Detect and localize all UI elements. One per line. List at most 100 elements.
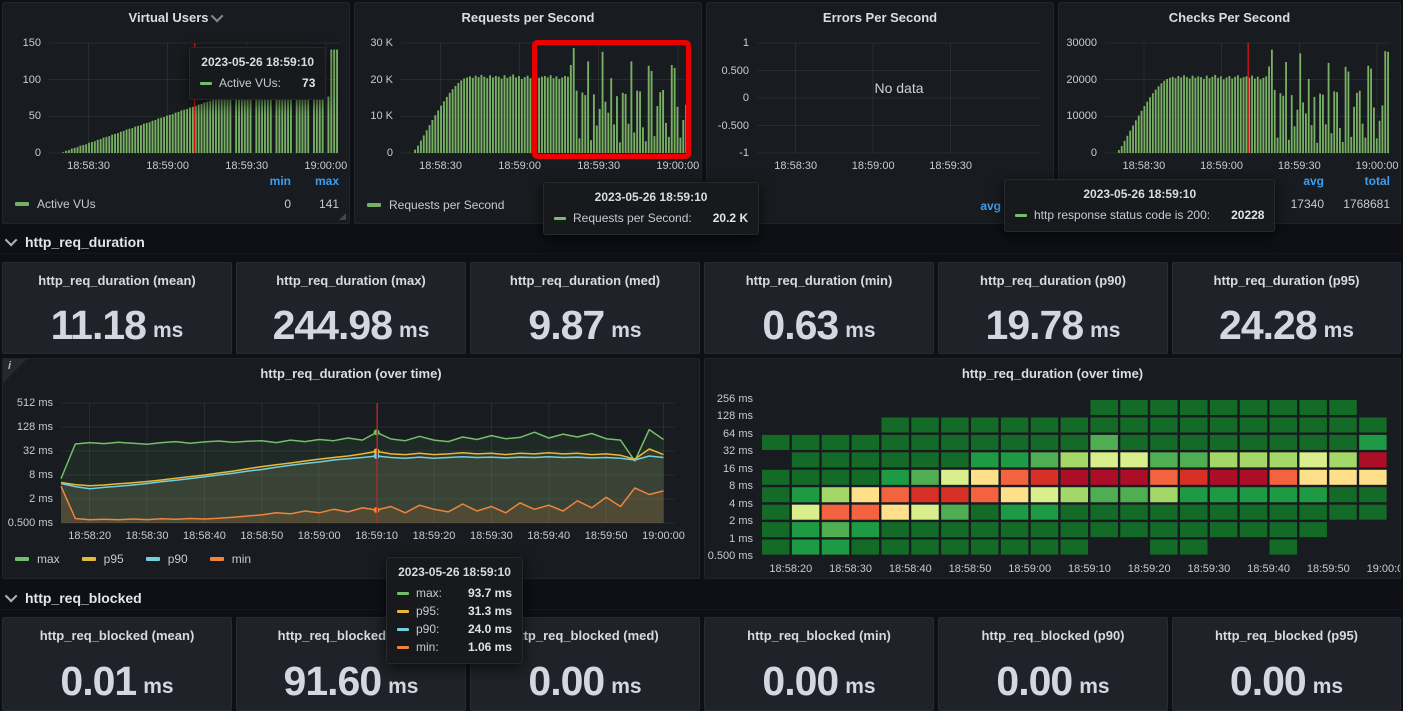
panel-info-icon[interactable]: i (3, 359, 27, 383)
panel-title-text: Checks Per Second (1168, 9, 1291, 25)
tooltip-row: Active VUs: 73 (200, 74, 315, 92)
legend-series-label: max (37, 551, 60, 566)
legend-col-header-max[interactable]: max (314, 173, 339, 188)
legend-col-header-total[interactable]: total (1364, 173, 1390, 188)
section-header-http-req-duration[interactable]: http_req_duration (0, 230, 1403, 254)
legend-col-header-avg[interactable]: avg (980, 198, 1001, 213)
series-swatch (15, 201, 29, 206)
axis-y-tick-label: 10000 (1066, 110, 1097, 123)
duration-line-plot[interactable]: 512 ms 128 ms 32 ms 8 ms 2 ms 0.500 ms 18:58:2… (8, 397, 685, 542)
stat-value-wrap: 0.00 ms (939, 652, 1167, 710)
axis-x-tick-label: 18:59:00 (1200, 160, 1243, 172)
axis-x-tick-label: 18:59:10 (355, 530, 399, 542)
virtual-users-plot[interactable]: 150 100 50 0 18:58:30 18:59:00 18:59:30 19:00:0… (23, 37, 348, 172)
panel-title-duration-heatmap[interactable]: http_req_duration (over time) (705, 359, 1400, 387)
legend-series-name[interactable]: Active VUs (15, 197, 96, 211)
tooltip-value: 24.0 ms (467, 622, 512, 636)
legend-col-header-min[interactable]: min (269, 173, 291, 188)
stat-value-wrap: 244.98 ms (237, 297, 465, 353)
stat-title[interactable]: http_req_blocked (med) (511, 628, 659, 643)
stat-value: 0.00 (762, 657, 839, 704)
panel-title-text: Virtual Users (128, 9, 209, 25)
stat-unit: ms (1090, 319, 1121, 342)
tooltip-row: p95: 31.3 ms (397, 602, 512, 620)
stat-title[interactable]: http_req_duration (max) (276, 273, 426, 288)
stat-value: 0.01 (60, 657, 137, 704)
stat-value: 19.78 (985, 301, 1085, 348)
stat-value-wrap: 0.00 ms (1173, 652, 1400, 710)
panel-title-text: http_req_duration (over time) (260, 365, 442, 381)
axis-y-tick-label: 0 (1090, 147, 1097, 159)
legend-series-row: max p95 p90 min (15, 547, 689, 570)
axis-y-tick-label: 30 K (370, 37, 393, 49)
stat-title[interactable]: http_req_duration (p95) (1213, 273, 1360, 288)
series-swatch (200, 81, 212, 85)
panel-resize-handle[interactable] (339, 213, 346, 220)
stat-value-wrap: 0.01 ms (3, 652, 231, 710)
axis-y-tick-label: 150 (22, 37, 41, 49)
panel-title-requests-per-second[interactable]: Requests per Second (355, 3, 701, 31)
errors-canvas (757, 42, 1041, 154)
axis-x-tick-label: 18:59:30 (469, 530, 513, 542)
axis-y-tick-label: 2 ms (729, 515, 753, 528)
stat-value: 0.00 (528, 657, 605, 704)
legend-series-name[interactable]: Requests per Second (367, 198, 504, 212)
virtual_users-canvas (49, 42, 339, 154)
legend-series-label: p95 (103, 551, 124, 566)
stat-unit: ms (611, 675, 642, 698)
stat-title[interactable]: http_req_blocked (p90) (981, 628, 1125, 643)
axis-y-tick-label: 0 (742, 92, 749, 104)
axis-x-tick-label: 18:58:50 (948, 563, 992, 575)
legend-series-max[interactable]: max (15, 552, 60, 566)
stat-title[interactable]: http_req_duration (p90) (980, 273, 1126, 288)
checks-per-second-plot[interactable]: 30000 20000 10000 0 18:58:30 18:59:00 18:59:30… (1066, 37, 1398, 172)
tooltip-label: p90: (416, 622, 440, 636)
legend-series-p95[interactable]: p95 (81, 551, 124, 566)
axis-x-tick-label: 18:59:00 (297, 530, 341, 542)
stat-title[interactable]: http_req_blocked (mean) (39, 628, 195, 643)
panel-title-text: Requests per Second (461, 9, 595, 25)
tooltip-row: p90: 24.0 ms (397, 620, 512, 638)
stat-title[interactable]: http_req_blocked (p95) (1214, 628, 1359, 643)
panel-title-text: Errors Per Second (822, 9, 938, 25)
axis-x-tick-label: 18:59:50 (1306, 563, 1350, 575)
stat-value-wrap: 0.00 ms (705, 652, 933, 710)
legend-value-row: Requests per Second (367, 193, 691, 216)
legend-series-p90[interactable]: p90 (145, 552, 188, 566)
series-swatch (397, 627, 409, 631)
legend-header-row (719, 171, 1043, 194)
panel-title-errors-per-second[interactable]: Errors Per Second (707, 3, 1053, 31)
stat-title[interactable]: http_req_duration (mean) (38, 273, 196, 288)
stat-value: 0.00 (996, 657, 1073, 704)
stat-panel-http-req-blocked-max-: http_req_blocked (max) 91.60 ms (236, 617, 466, 711)
stat-title[interactable]: http_req_blocked (min) (747, 628, 891, 643)
requests-per-second-plot[interactable]: 30 K 20 K 10 K 0 18:58:30 18:59:00 18:59:30 19:… (370, 37, 699, 172)
section-label: http_req_blocked (25, 589, 142, 606)
stat-title[interactable]: http_req_duration (min) (745, 273, 893, 288)
axis-x-tick-label: 18:58:30 (125, 530, 169, 542)
axis-y-tick-label: 512 ms (16, 397, 53, 409)
panel-title-checks-per-second[interactable]: Checks Per Second (1059, 3, 1400, 31)
legend-header-row: avg (719, 194, 1043, 217)
legend-col-header-avg[interactable]: avg (1303, 173, 1324, 188)
axis-y-tick-label: 8 ms (29, 469, 53, 481)
panel-title-duration-line[interactable]: http_req_duration (over time) (3, 359, 699, 387)
stat-unit: ms (845, 675, 876, 698)
axis-x-tick-label: 18:58:40 (183, 530, 226, 542)
tooltip-value: 73 (302, 76, 316, 90)
axis-x-tick-label: 18:58:30 (1122, 160, 1166, 172)
duration_line-canvas (60, 402, 675, 524)
tooltip-label: Active VUs: (219, 76, 282, 90)
legend-series-min[interactable]: min (209, 552, 251, 566)
series-swatch (397, 609, 409, 613)
axis-x-tick-label: 18:59:30 (577, 160, 621, 172)
duration-heatmap-plot[interactable]: 256 ms 128 ms 64 ms 32 ms 16 ms 8 ms 4 ms 2 ms 1… (708, 393, 1400, 575)
axis-y-tick-label: 20 K (370, 73, 393, 86)
section-header-http-req-blocked[interactable]: http_req_blocked (0, 586, 1403, 610)
panel-title-virtual-users[interactable]: Virtual Users (3, 3, 349, 31)
stat-title[interactable]: http_req_duration (med) (509, 273, 661, 288)
axis-y-tick-label: 1 (742, 37, 749, 49)
axis-x-tick-label: 19:00:00 (304, 160, 348, 172)
errors-per-second-plot[interactable]: 1 0.500 0 -0.500 -1 18:58:30 18:59:00 18:59:30 N… (718, 37, 1041, 172)
series-swatch (367, 202, 381, 207)
